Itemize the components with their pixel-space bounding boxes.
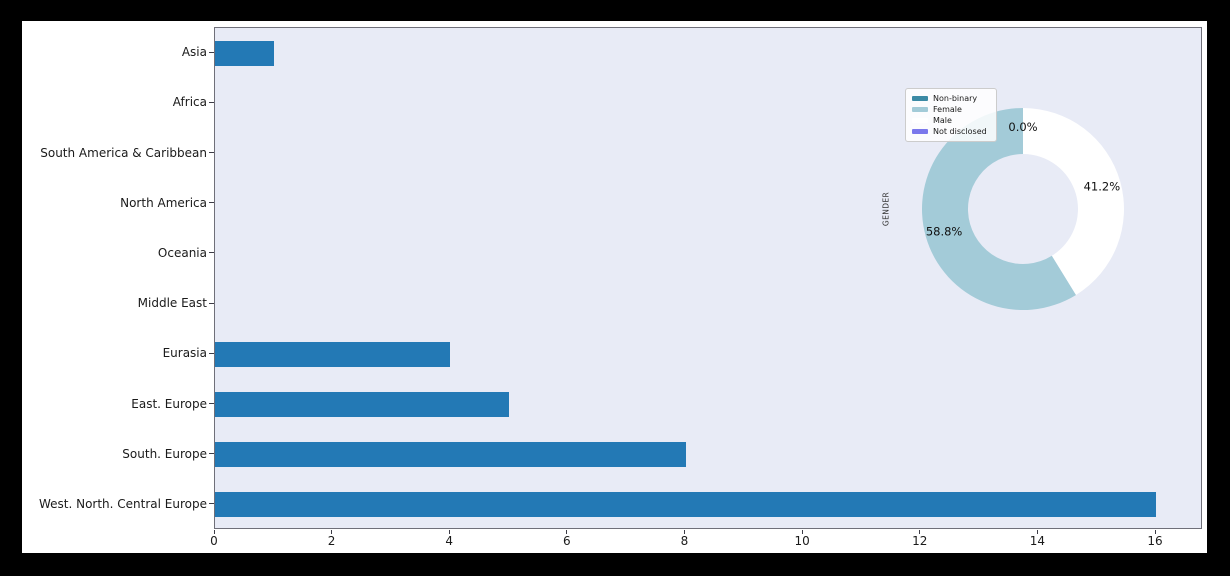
legend-swatch-not-disclosed (912, 129, 928, 134)
y-tick-mark-middle-east (209, 302, 214, 304)
y-tick-label-middle-east: Middle East (137, 296, 207, 311)
x-tick-mark-14 (1036, 530, 1038, 534)
y-tick-mark-africa (209, 101, 214, 103)
y-tick-mark-asia (209, 51, 214, 53)
chart-figure: Asia Africa South America & Caribbean North… (22, 21, 1207, 553)
x-tick-label-16: 16 (1147, 534, 1163, 548)
x-tick-mark-8 (684, 530, 685, 534)
x-tick-mark-2 (331, 530, 333, 534)
x-tick-label-12: 12 (912, 534, 928, 548)
legend-label-non-binary: Non-binary (933, 94, 978, 103)
bar-east-europe (215, 392, 510, 417)
pie-slice-female (921, 108, 1077, 310)
legend-label-female: Female (933, 105, 962, 114)
legend-swatch-female (912, 107, 928, 112)
legend-swatch-non-binary (912, 96, 928, 101)
legend-item-female: Female (912, 104, 990, 115)
y-axis-labels: Asia Africa South America & Caribbean North… (22, 21, 207, 553)
legend-swatch-male (912, 118, 928, 123)
x-tick-label-14: 14 (1029, 534, 1046, 548)
y-tick-label-north-america: North America (120, 195, 207, 210)
y-tick-label-asia: Asia (181, 45, 207, 60)
x-tick-label-8: 8 (680, 534, 689, 548)
x-tick-mark-4 (448, 530, 450, 534)
y-tick-label-oceania: Oceania (157, 245, 207, 260)
x-axis: 0 2 4 6 8 10 12 14 16 (210, 530, 1202, 570)
pie-pct-label-female: 58.8% (926, 224, 963, 238)
pie-pct-label-male: 41.2% (1084, 180, 1121, 194)
x-tick-mark-16 (1154, 530, 1156, 534)
legend-label-not-disclosed: Not disclosed (933, 127, 987, 136)
y-tick-label-east-europe: East. Europe (131, 396, 207, 411)
gender-donut-chart: 0.0%58.8%41.2%0.0% (921, 108, 1124, 310)
x-tick-mark-6 (566, 530, 568, 534)
legend-item-not-disclosed: Not disclosed (912, 126, 990, 137)
y-tick-mark-eurasia (209, 352, 214, 354)
legend-label-male: Male (933, 116, 952, 125)
y-tick-label-eurasia: Eurasia (162, 346, 207, 361)
y-tick-label-south-america-caribbean: South America & Caribbean (40, 145, 207, 160)
y-tick-label-africa: Africa (172, 95, 207, 110)
x-tick-label-2: 2 (327, 534, 336, 548)
pie-slice-male (1023, 108, 1124, 295)
y-tick-mark-north-america (209, 202, 214, 204)
x-tick-label-0: 0 (210, 534, 218, 548)
x-tick-label-4: 4 (445, 534, 454, 548)
legend-item-non-binary: Non-binary (912, 93, 990, 104)
x-tick-mark-12 (919, 530, 921, 534)
x-tick-mark-0 (213, 530, 215, 534)
y-tick-mark-south-europe (209, 453, 214, 455)
x-tick-mark-10 (801, 530, 803, 534)
pie-legend: Non-binary Female Male Not disclosed (905, 88, 997, 142)
x-tick-label-10: 10 (794, 534, 810, 548)
y-tick-label-south-europe: South. Europe (122, 446, 207, 461)
x-tick-label-6: 6 (563, 534, 571, 548)
pie-axis-label: GENDER (881, 191, 891, 227)
bar-asia (215, 40, 274, 66)
pie-pct-label-not-disclosed: 0.0% (1008, 120, 1037, 134)
legend-item-male: Male (912, 115, 990, 126)
y-tick-mark-east-europe (209, 403, 214, 404)
y-tick-label-west-north-central-europe: West. North. Central Europe (38, 496, 207, 511)
bar-eurasia (215, 341, 451, 367)
y-tick-mark-west-north-central-europe (209, 503, 214, 505)
y-tick-mark-south-america-caribbean (209, 152, 214, 153)
bar-west-north-central-europe (215, 492, 1156, 518)
y-tick-mark-oceania (209, 252, 214, 254)
bar-south-europe (215, 442, 686, 468)
